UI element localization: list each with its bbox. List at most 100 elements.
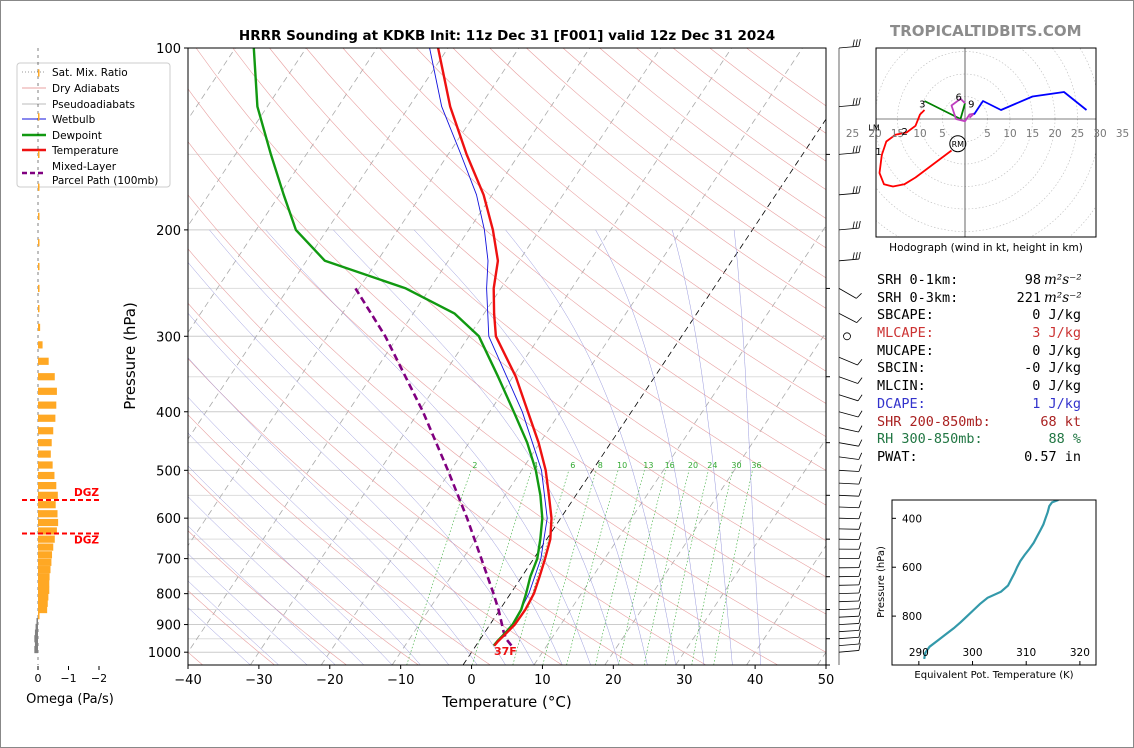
y-tick-label: 100 [156,42,181,57]
site-brand: TROPICALTIDBITS.COM [890,22,1082,40]
stat-row: SBCAPE: 0 J/kg [877,307,1117,325]
omega-bar [38,262,40,271]
legend-item-label: Temperature [51,145,119,157]
stat-row: SBCIN: -0 J/kg [877,360,1117,378]
theta-e-y-label: Pressure (hPa) [876,546,887,618]
isotherm-line [188,48,591,653]
omega-bar [38,510,58,518]
wind-barb [838,585,862,594]
dry-adiabat-line [416,48,826,372]
theta-e-x-tick-label: 320 [1070,647,1090,659]
stat-value: 221 [1016,289,1041,306]
isotherm-line [604,331,826,665]
barb-flag [855,252,858,260]
hodograph-ring [785,0,1134,299]
stat-label: MLCIN: [877,378,926,395]
omega-bar [38,183,40,191]
pseudoadiabat-line [188,312,506,665]
theta-e-y-tick-label: 600 [902,562,922,574]
omega-bar [34,640,38,648]
barb-flag [856,317,863,323]
isotherm-line [188,48,449,440]
omega-bar [38,566,51,574]
omega-bar [38,150,40,158]
pseudoadiabat-line [188,396,450,665]
stat-value: 0 J/kg [1032,378,1081,395]
mixing-ratio-line [618,470,666,665]
surface-temperature-label: 37F [494,645,517,658]
omega-bar [38,612,40,620]
x-tick-label: −10 [387,673,414,688]
pseudoadiabat-line [733,229,762,665]
mixing-ratio-line [713,470,753,665]
legend: Sat. Mix. Ratio Dry Adiabats Pseudoadiabat… [16,62,171,188]
barb-shaft [838,592,860,594]
barb-shaft [838,600,860,603]
theta-e-y-tick-label: 400 [902,513,922,525]
omega-bar [38,471,55,480]
y-tick-label: 800 [156,588,181,603]
pseudoadiabat-line [188,432,421,665]
wind-barb [838,623,861,633]
wind-barb [838,452,863,460]
mixing-ratio-label: 13 [643,461,653,470]
hodograph-height-label: 6 [956,93,962,104]
omega-bar [38,543,54,551]
barb-flag [858,185,861,194]
hodograph-ring-label: 20 [868,128,881,140]
barb-flag [852,252,855,260]
stat-label: DCAPE: [877,395,926,412]
wind-barb [838,560,862,569]
omega-bar [38,427,54,435]
pseudoadiabat-line [188,465,393,665]
dgz-label: DGZ [74,534,99,546]
stat-label: SRH 0-1km: [877,272,959,288]
isotherm-line [188,48,520,547]
hodograph-segment-3-6km [924,100,966,120]
wind-barb [838,542,862,550]
wind-barb [838,145,861,155]
hodograph-ring-label: 15 [891,128,904,140]
mixing-ratio-line [512,470,570,665]
barb-flag [858,569,862,577]
series-dewpoint [252,48,544,647]
omega-bar [38,212,40,221]
barb-flag [855,97,858,106]
barb-shaft [838,356,858,366]
hodograph-rings [785,0,1134,299]
skewt-axes: −40 −30 −20 −10 0 10 20 30 40 50 100 200 300 400 500 60… [148,42,834,688]
omega-bar [38,482,57,490]
pseudoadiabat-line [188,525,336,665]
omega-x-label: Omega (Pa/s) [26,692,114,707]
stat-row: m²s⁻² SRH 0-1km: 98 [877,272,1117,290]
barb-shaft [838,104,859,107]
barb-shaft [838,615,859,618]
hodograph-ring-label: 10 [1003,128,1016,140]
dry-adiabat-line [269,48,826,506]
legend-box [16,62,171,188]
barb-shaft [838,45,859,49]
omega-bar [38,450,51,458]
barb-flag [858,489,862,497]
omega-bar [38,527,57,535]
omega-bar [38,593,49,601]
left-mover-label: LM [868,124,879,133]
right-mover-label: RM [952,140,965,149]
omega-bar [38,284,40,293]
omega-bar [38,401,57,409]
pseudoadiabat-line [188,357,478,665]
pseudoadiabat-line [188,607,251,665]
barb-shaft [838,456,859,460]
barb-flag [858,608,862,617]
skewt-plot-frame [187,47,827,666]
dry-adiabat-line [188,530,347,665]
omega-bar [34,645,38,654]
mixing-ratio-line [542,470,597,665]
theta-e-y-tick-label: 800 [902,611,922,623]
skewt-series [252,48,553,647]
omega-bar [38,113,40,121]
omega-bar [38,586,50,594]
barb-flag [858,511,862,519]
hodograph-ring-label: 20 [1048,128,1061,140]
wind-barb [839,551,862,559]
